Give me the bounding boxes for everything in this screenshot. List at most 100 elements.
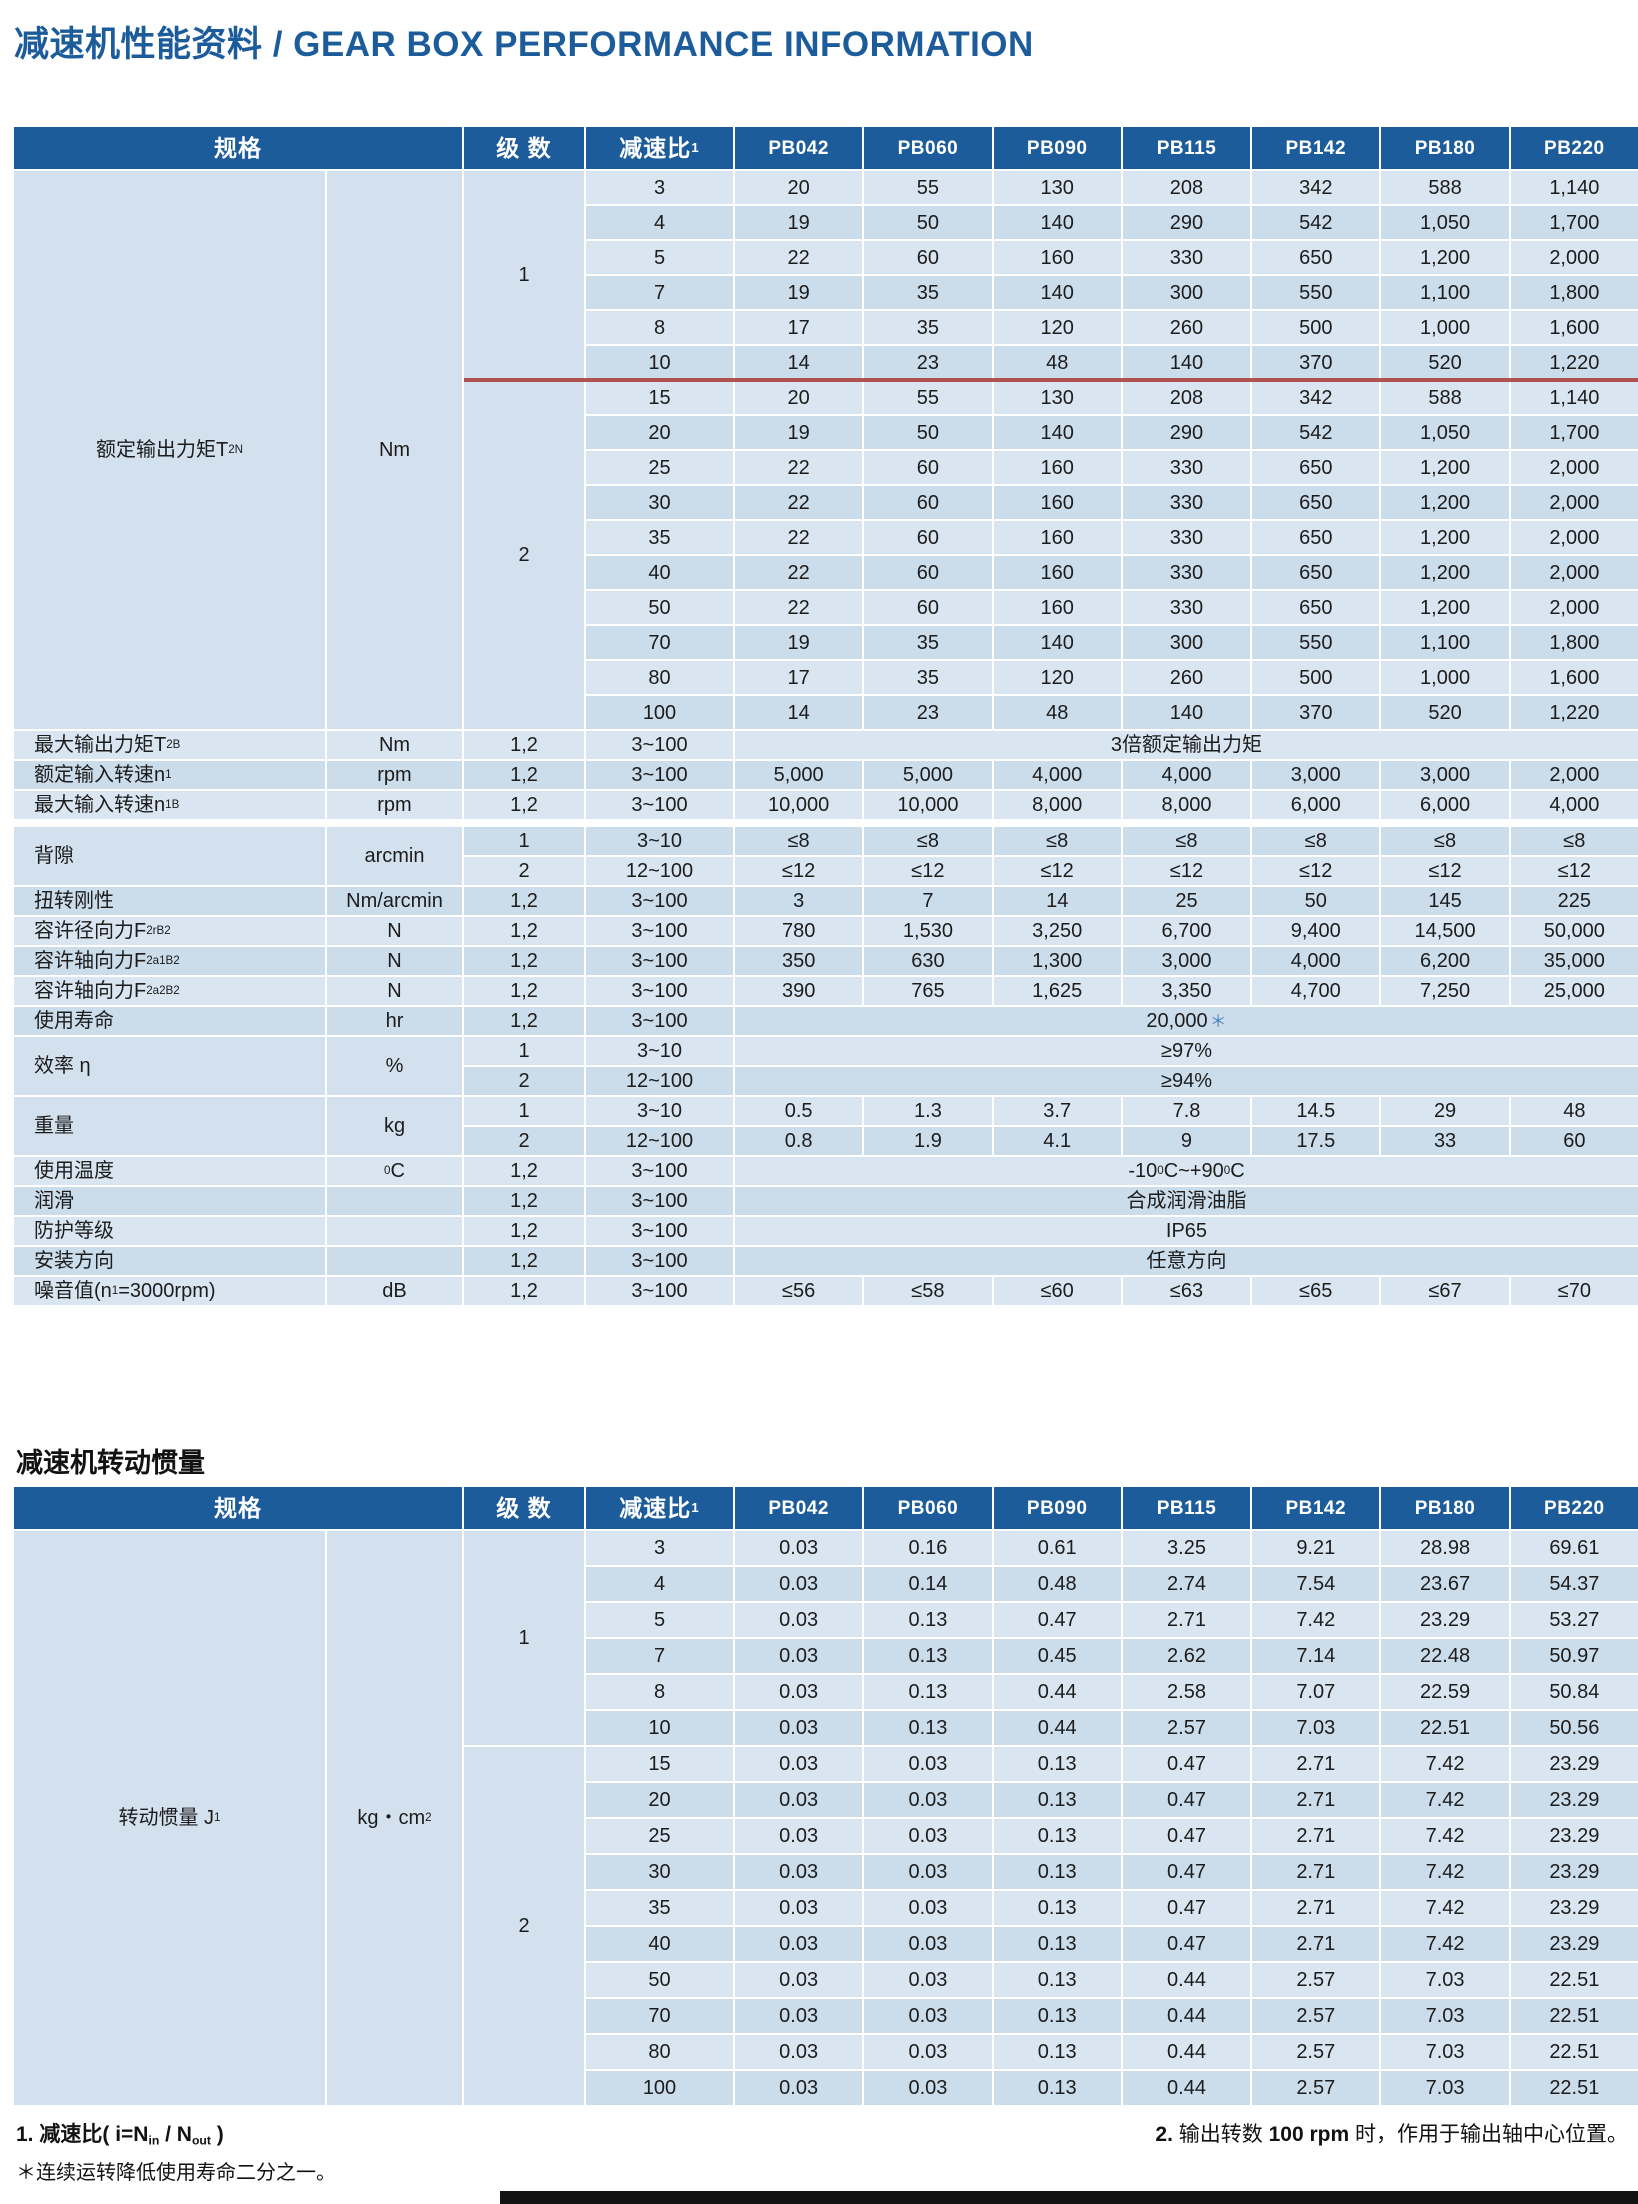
value-cell: 6,000 xyxy=(1381,791,1509,819)
unit-cell: kg xyxy=(327,1097,462,1155)
value-cell: 1,200 xyxy=(1381,521,1509,554)
unit-cell xyxy=(327,1187,462,1215)
ratio-cell: 7 xyxy=(586,1639,733,1673)
value-cell: 7.42 xyxy=(1381,1783,1509,1817)
stage-cell: 2 xyxy=(464,1067,584,1095)
value-cell: 0.03 xyxy=(735,1567,863,1601)
value-cell: 2,000 xyxy=(1510,556,1638,589)
value-cell: 0.03 xyxy=(735,1819,863,1853)
value-cell: 23.29 xyxy=(1510,1855,1638,1889)
value-cell: 0.03 xyxy=(735,2035,863,2069)
row-label: 容许径向力F 2rB 2 xyxy=(14,917,325,945)
value-cell: 1,100 xyxy=(1381,276,1509,309)
value-cell: 14 xyxy=(993,887,1121,915)
value-cell: 23 xyxy=(864,346,992,379)
value-cell: 2.71 xyxy=(1252,1783,1380,1817)
value-cell: 19 xyxy=(735,276,863,309)
value-cell: 1,700 xyxy=(1510,206,1638,239)
value-cell: 120 xyxy=(993,661,1121,694)
value-cell: 8,000 xyxy=(1122,791,1251,819)
value-cell: 7.42 xyxy=(1381,1819,1509,1853)
value-cell: 14 xyxy=(735,696,863,729)
value-cell: 7 xyxy=(864,887,992,915)
ratio-cell: 30 xyxy=(586,486,733,519)
value-cell: 0.03 xyxy=(864,1963,992,1997)
stage-cell: 1 xyxy=(464,171,584,379)
row-label: 容许轴向力F 2a2B 2 xyxy=(14,977,325,1005)
ratio-cell: 3~10 xyxy=(586,827,733,855)
value-cell: 1,300 xyxy=(993,947,1121,975)
col-header-pb060: PB060 xyxy=(864,127,992,169)
value-cell: 160 xyxy=(993,521,1121,554)
unit-cell: rpm xyxy=(327,761,462,789)
row-label: 最大输出力矩T 2B xyxy=(14,731,325,759)
value-cell: 2.57 xyxy=(1252,2071,1380,2105)
ratio-cell: 25 xyxy=(586,1819,733,1853)
value-cell: 7.03 xyxy=(1381,2035,1509,2069)
value-cell: 0.13 xyxy=(993,2071,1121,2105)
ratio-cell: 5 xyxy=(586,241,733,274)
value-cell: 1,800 xyxy=(1510,626,1638,659)
value-cell: ≤12 xyxy=(735,857,863,885)
value-cell: 0.03 xyxy=(735,2071,863,2105)
stage-cell: 1,2 xyxy=(464,1187,584,1215)
row-label: 安装方向 xyxy=(14,1247,325,1275)
col-header-pb060: PB060 xyxy=(864,1487,992,1529)
value-cell: 7.07 xyxy=(1252,1675,1380,1709)
value-cell: 7.42 xyxy=(1381,1927,1509,1961)
ratio-cell: 3~10 xyxy=(586,1037,733,1065)
col-header-pb180: PB180 xyxy=(1381,127,1509,169)
ratio-cell: 80 xyxy=(586,2035,733,2069)
value-cell: 0.44 xyxy=(1122,1999,1251,2033)
value-cell: 120 xyxy=(993,311,1121,344)
ratio-cell: 3~100 xyxy=(586,1217,733,1245)
value-cell: 0.13 xyxy=(993,1783,1121,1817)
value-cell: 1,200 xyxy=(1381,451,1509,484)
value-cell: 500 xyxy=(1252,661,1380,694)
col-header-pb220: PB220 xyxy=(1510,127,1638,169)
footnote-output-speed: 2. 输出转数 100 rpm 时，作用于输出轴中心位置。 xyxy=(1155,2123,1628,2146)
value-cell: 60 xyxy=(864,521,992,554)
ratio-cell: 3~100 xyxy=(586,761,733,789)
col-header-spec: 规格 xyxy=(14,1487,462,1529)
ratio-cell: 70 xyxy=(586,1999,733,2033)
value-cell: 60 xyxy=(864,451,992,484)
value-cell: 1,000 xyxy=(1381,311,1509,344)
row-label: 背隙 xyxy=(14,827,325,885)
value-cell: 2.57 xyxy=(1252,2035,1380,2069)
value-cell: 60 xyxy=(864,591,992,624)
value-cell: 2,000 xyxy=(1510,521,1638,554)
value-cell: 780 xyxy=(735,917,863,945)
ratio-cell: 3~100 xyxy=(586,1277,733,1305)
value-cell: 50.56 xyxy=(1510,1711,1638,1745)
value-cell: 22.51 xyxy=(1510,1999,1638,2033)
value-cell: 290 xyxy=(1122,206,1251,239)
unit-cell: Nm xyxy=(327,731,462,759)
value-cell: ≤8 xyxy=(864,827,992,855)
ratio-cell: 3 xyxy=(586,1531,733,1565)
value-cell: 140 xyxy=(1122,696,1251,729)
value-cell: 1,625 xyxy=(993,977,1121,1005)
unit-cell xyxy=(327,1217,462,1245)
value-cell: 22 xyxy=(735,521,863,554)
value-cell: 0.03 xyxy=(735,1891,863,1925)
value-cell: 7.03 xyxy=(1381,1963,1509,1997)
ratio-cell: 5 xyxy=(586,1603,733,1637)
value-cell: 10,000 xyxy=(864,791,992,819)
col-header-stages: 级 数 xyxy=(464,1487,584,1529)
value-cell: ≤8 xyxy=(1510,827,1638,855)
value-span-cell: IP65 xyxy=(735,1217,1638,1245)
value-cell: 1,200 xyxy=(1381,591,1509,624)
value-cell: 35 xyxy=(864,661,992,694)
row-label: 效率 η xyxy=(14,1037,325,1095)
value-cell: 0.13 xyxy=(993,1819,1121,1853)
row-label: 容许轴向力F 2a1B 2 xyxy=(14,947,325,975)
value-cell: 0.14 xyxy=(864,1567,992,1601)
value-cell: 20 xyxy=(735,381,863,414)
value-cell: 0.03 xyxy=(735,1747,863,1781)
ratio-cell: 3 xyxy=(586,171,733,204)
value-cell: 22 xyxy=(735,556,863,589)
value-cell: 0.03 xyxy=(864,1999,992,2033)
value-cell: ≤8 xyxy=(1122,827,1251,855)
